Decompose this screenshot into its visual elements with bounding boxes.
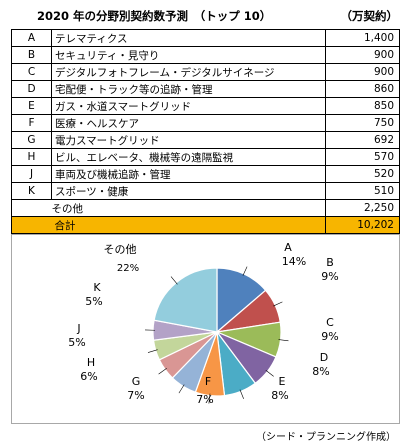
slice-category-label: E: [279, 375, 286, 388]
row-code: C: [11, 63, 52, 81]
slice-category-label: K: [93, 281, 101, 294]
table-row: F 医療・ヘルスケア 750: [11, 114, 400, 132]
table-row: J 車両及び機械追跡・管理 520: [11, 165, 400, 183]
leader-line-5: [239, 389, 244, 399]
row-code: B: [11, 46, 52, 64]
slice-category-label: D: [320, 351, 328, 364]
slice-category-label: F: [205, 375, 211, 388]
row-value: 750: [325, 114, 400, 132]
row-code: H: [11, 148, 52, 166]
leader-line-4: [265, 370, 274, 377]
slice-percent-label: 5%: [85, 295, 102, 308]
slice-category-label: その他: [104, 243, 137, 256]
row-code: K: [11, 182, 52, 200]
leader-line-8: [158, 368, 167, 375]
pie-slice-11: [153, 267, 218, 333]
pie-chart-frame: A 14% B 9% C 9% D 8% E 8% F 7% G 7% H 6% J 5% K 5% その他 22%: [11, 234, 400, 424]
row-field-name: 医療・ヘルスケア: [51, 114, 326, 132]
row-field-name: ビル、エレベータ、機械等の遠隔監視: [51, 148, 326, 166]
table-row-total: 合計 10,202: [11, 216, 400, 234]
table-row: C デジタルフォトフレーム・デジタルサイネージ 900: [11, 63, 400, 81]
row-value: 510: [325, 182, 400, 200]
row-value: 2,250: [325, 199, 400, 217]
leader-line-3: [278, 339, 289, 342]
row-value: 10,202: [325, 216, 400, 234]
row-code: F: [11, 114, 52, 132]
row-field-name: 電力スマートグリッド: [51, 131, 326, 149]
row-code: D: [11, 80, 52, 98]
slice-percent-label: 5%: [68, 336, 85, 349]
slice-percent-label: 22%: [117, 263, 139, 274]
slice-percent-label: 8%: [312, 365, 329, 378]
row-code: J: [11, 165, 52, 183]
row-field-name: 合計: [51, 216, 326, 234]
leader-line-1: [242, 266, 248, 276]
leader-line-11: [170, 276, 178, 285]
row-field-name: 宅配便・トラック等の追跡・管理: [51, 80, 326, 98]
table-row: E ガス・水道スマートグリッド 850: [11, 97, 400, 115]
row-field-name: 車両及び機械追跡・管理: [51, 165, 326, 183]
row-field-name: スポーツ・健康: [51, 182, 326, 200]
title-row: 2020 年の分野別契約数予測 （トップ 10） （万契約）: [0, 6, 410, 26]
row-value: 900: [325, 46, 400, 64]
slice-percent-label: 7%: [127, 389, 144, 402]
row-code: [11, 216, 52, 234]
contracts-table: A テレマティクス 1,400 B セキュリティ・見守り 900 C デジタルフォトフレーム・…: [11, 29, 400, 234]
row-field-name: セキュリティ・見守り: [51, 46, 326, 64]
row-code: G: [11, 131, 52, 149]
row-value: 570: [325, 148, 400, 166]
slice-category-label: B: [326, 256, 334, 269]
slice-percent-label: 14%: [282, 255, 306, 268]
row-value: 900: [325, 63, 400, 81]
row-code: A: [11, 29, 52, 47]
row-value: 860: [325, 80, 400, 98]
table-row: B セキュリティ・見守り 900: [11, 46, 400, 64]
row-value: 1,400: [325, 29, 400, 47]
slice-category-label: A: [284, 241, 292, 254]
slice-percent-label: 6%: [80, 370, 97, 383]
table-row: G 電力スマートグリッド 692: [11, 131, 400, 149]
row-value: 520: [325, 165, 400, 183]
table-row: K スポーツ・健康 510: [11, 182, 400, 200]
row-code: [11, 199, 52, 217]
chart-title: 2020 年の分野別契約数予測 （トップ 10）: [37, 9, 272, 23]
row-value: 850: [325, 97, 400, 115]
table-row: A テレマティクス 1,400: [11, 29, 400, 47]
leader-line-6: [208, 393, 211, 404]
slice-category-label: J: [76, 322, 80, 335]
slice-category-label: H: [87, 356, 95, 369]
row-field-name: デジタルフォトフレーム・デジタルサイネージ: [51, 63, 326, 81]
slice-percent-label: 9%: [321, 270, 338, 283]
slice-category-label: C: [326, 316, 334, 329]
table-row: H ビル、エレベータ、機械等の遠隔監視 570: [11, 148, 400, 166]
slice-percent-label: 7%: [196, 393, 213, 406]
contracts-table-body: A テレマティクス 1,400 B セキュリティ・見守り 900 C デジタルフォトフレーム・…: [11, 29, 400, 234]
row-value: 692: [325, 131, 400, 149]
table-row: D 宅配便・トラック等の追跡・管理 860: [11, 80, 400, 98]
source-note: （シード・プランニング作成）: [256, 432, 396, 443]
slice-category-label: G: [132, 375, 141, 388]
row-code: E: [11, 97, 52, 115]
row-field-name: その他: [51, 199, 326, 217]
row-field-name: ガス・水道スマートグリッド: [51, 97, 326, 115]
leader-line-2: [273, 301, 283, 307]
slice-percent-label: 9%: [321, 330, 338, 343]
slice-percent-label: 8%: [271, 389, 288, 402]
table-row-other: その他 2,250: [11, 199, 400, 217]
leader-line-9: [147, 349, 158, 353]
row-field-name: テレマティクス: [51, 29, 326, 47]
leader-line-7: [178, 384, 185, 394]
unit-label: （万契約）: [340, 9, 399, 23]
